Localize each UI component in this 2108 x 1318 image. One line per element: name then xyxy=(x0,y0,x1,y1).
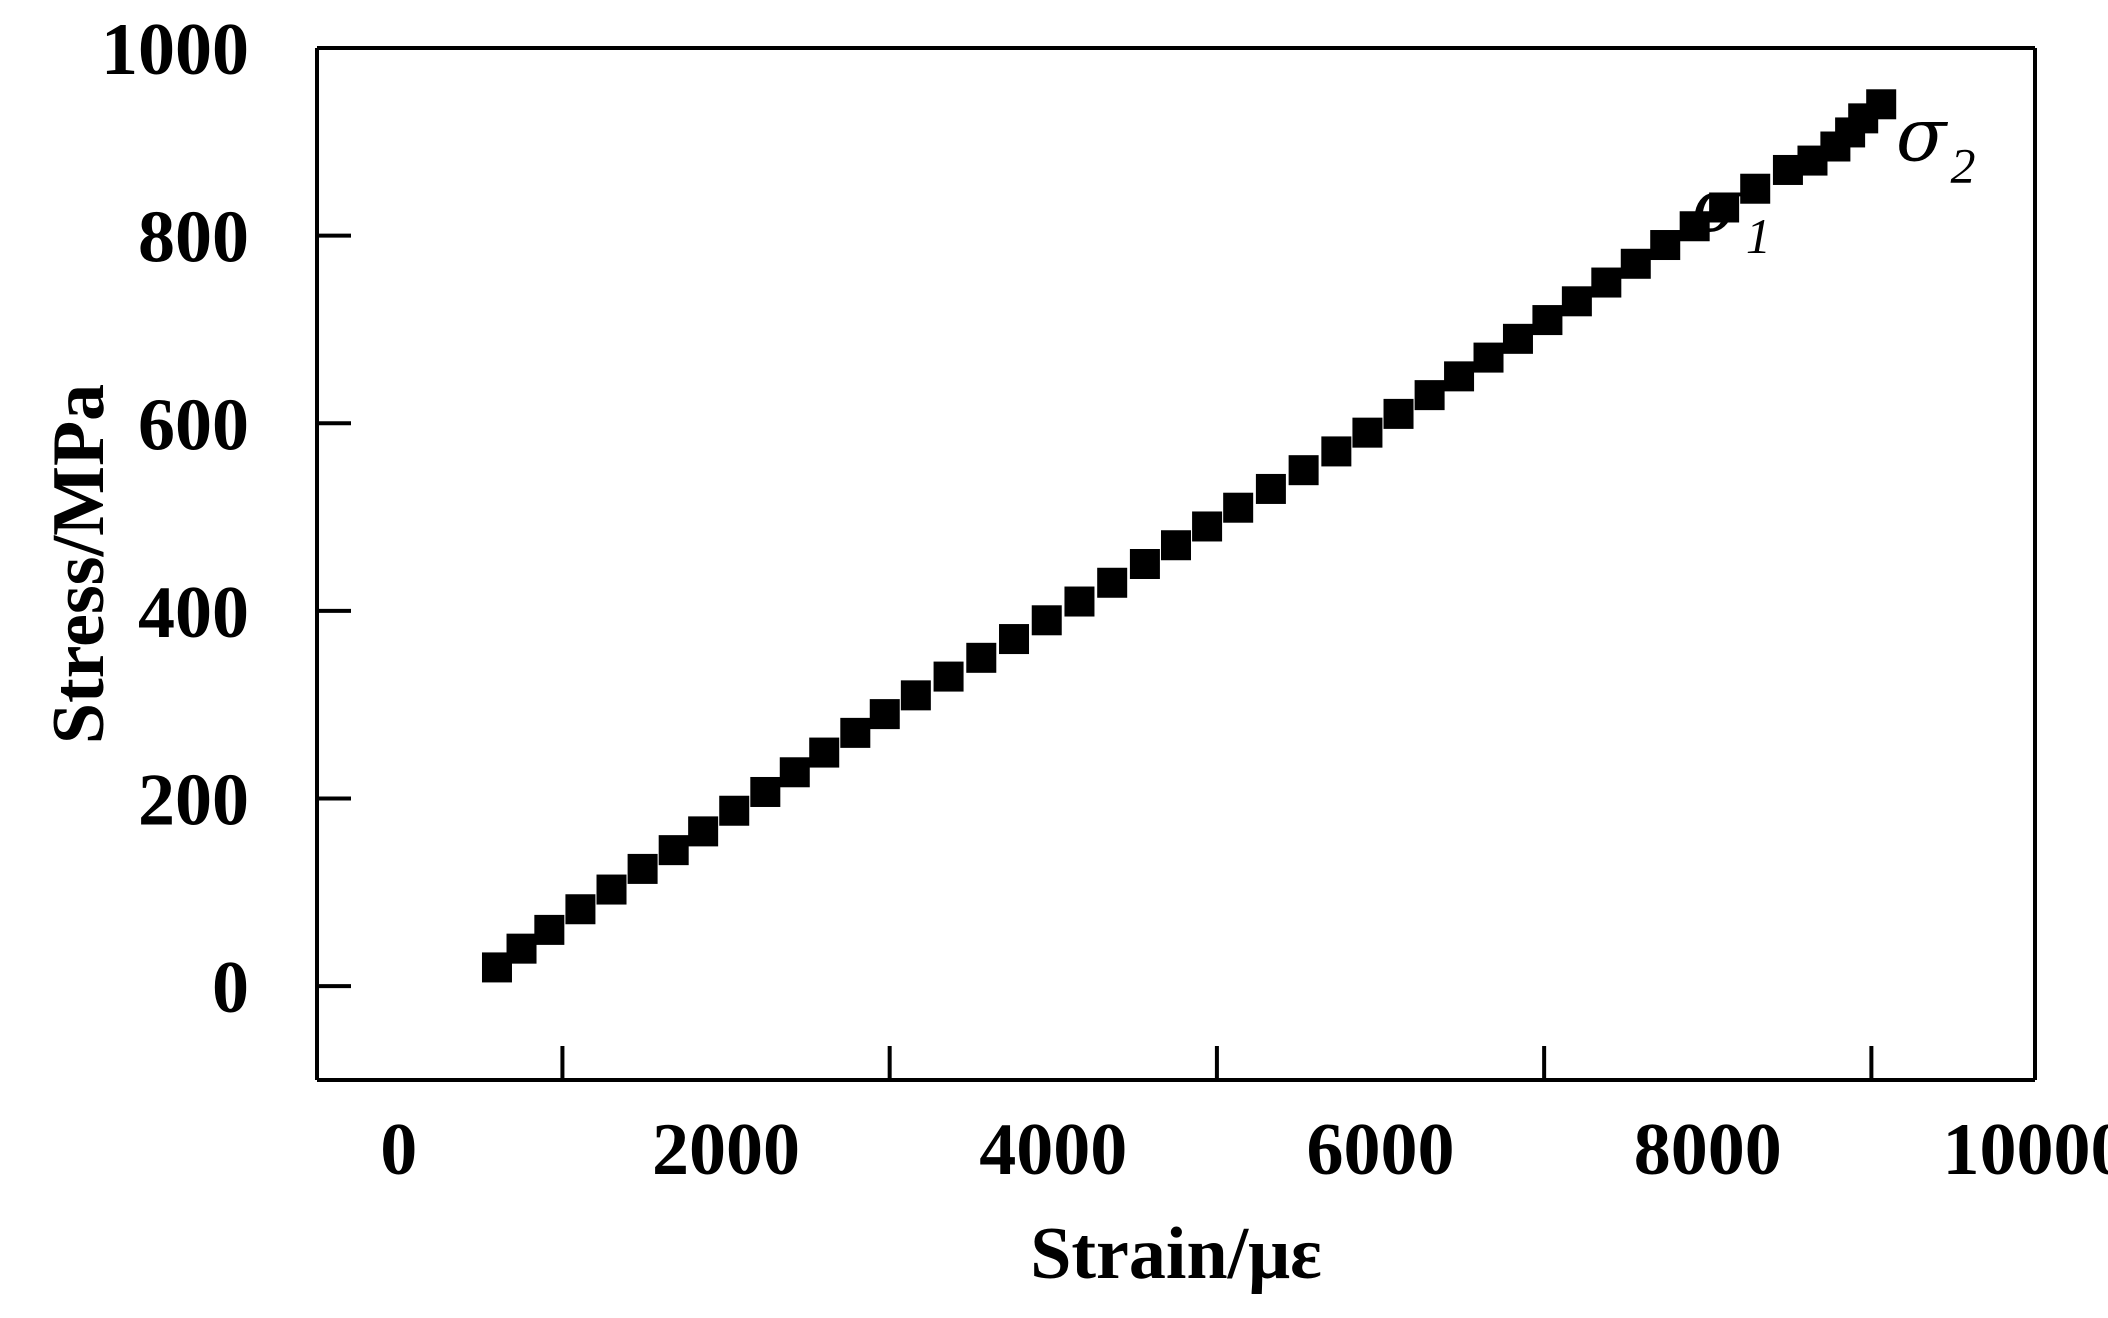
data-point xyxy=(1161,530,1191,561)
data-point xyxy=(1866,89,1897,120)
data-point xyxy=(1444,361,1475,392)
data-point xyxy=(1414,380,1445,411)
data-point xyxy=(840,717,871,748)
data-point xyxy=(688,816,719,847)
data-point xyxy=(869,699,900,730)
x-tick-label: 0 xyxy=(380,1109,417,1191)
data-point xyxy=(809,737,840,768)
sigma-subscript: 1 xyxy=(1746,208,1771,264)
data-point xyxy=(1129,549,1160,579)
data-point xyxy=(506,933,537,964)
data-point xyxy=(1192,511,1223,542)
data-point xyxy=(596,874,627,905)
x-tick-label: 6000 xyxy=(1307,1109,1455,1191)
data-point xyxy=(1255,473,1286,504)
data-point xyxy=(534,914,565,945)
data-point xyxy=(1321,436,1352,467)
data-point xyxy=(1620,248,1651,279)
y-axis-title: Stress/MPa xyxy=(38,384,120,744)
data-points xyxy=(481,89,1897,983)
data-point xyxy=(1532,305,1563,336)
y-tick-label: 1000 xyxy=(101,9,249,91)
data-point xyxy=(999,624,1030,655)
data-point xyxy=(1650,230,1681,261)
sigma-2-label: σ2 xyxy=(1896,93,1976,194)
data-point xyxy=(1561,286,1592,317)
x-tick-label: 4000 xyxy=(979,1109,1127,1191)
sigma-subscript: 2 xyxy=(1950,138,1975,194)
axis-ticks xyxy=(317,46,1874,1080)
data-point xyxy=(1031,605,1062,636)
x-tick-label: 2000 xyxy=(652,1109,800,1191)
plot-frame xyxy=(315,46,2037,1082)
data-point xyxy=(1352,417,1383,448)
y-tick-label: 200 xyxy=(138,760,249,842)
data-point xyxy=(1064,586,1095,617)
tick-labels: 020040060080010000200040006000800010000 xyxy=(101,9,2108,1191)
data-point xyxy=(1223,492,1254,523)
data-point xyxy=(1709,192,1740,223)
data-point xyxy=(1679,211,1710,242)
data-point xyxy=(900,680,931,711)
data-point xyxy=(627,853,658,884)
data-point xyxy=(1502,323,1533,354)
data-point xyxy=(658,835,689,866)
x-tick-label: 8000 xyxy=(1634,1109,1782,1191)
data-point xyxy=(719,795,750,826)
data-point xyxy=(1288,455,1319,486)
data-point xyxy=(1097,567,1128,598)
data-point xyxy=(933,661,964,692)
x-axis-title: Strain/με xyxy=(1030,1213,1321,1295)
data-point xyxy=(1473,342,1504,373)
data-point xyxy=(1740,173,1771,204)
y-tick-label: 400 xyxy=(138,572,249,654)
y-tick-label: 800 xyxy=(138,197,249,279)
y-tick-label: 0 xyxy=(212,947,249,1029)
data-point xyxy=(1591,267,1622,298)
data-point xyxy=(750,776,781,807)
y-tick-label: 600 xyxy=(138,384,249,466)
data-point xyxy=(779,757,810,788)
data-point xyxy=(1383,398,1414,429)
data-point xyxy=(966,642,997,673)
data-point xyxy=(565,894,596,925)
